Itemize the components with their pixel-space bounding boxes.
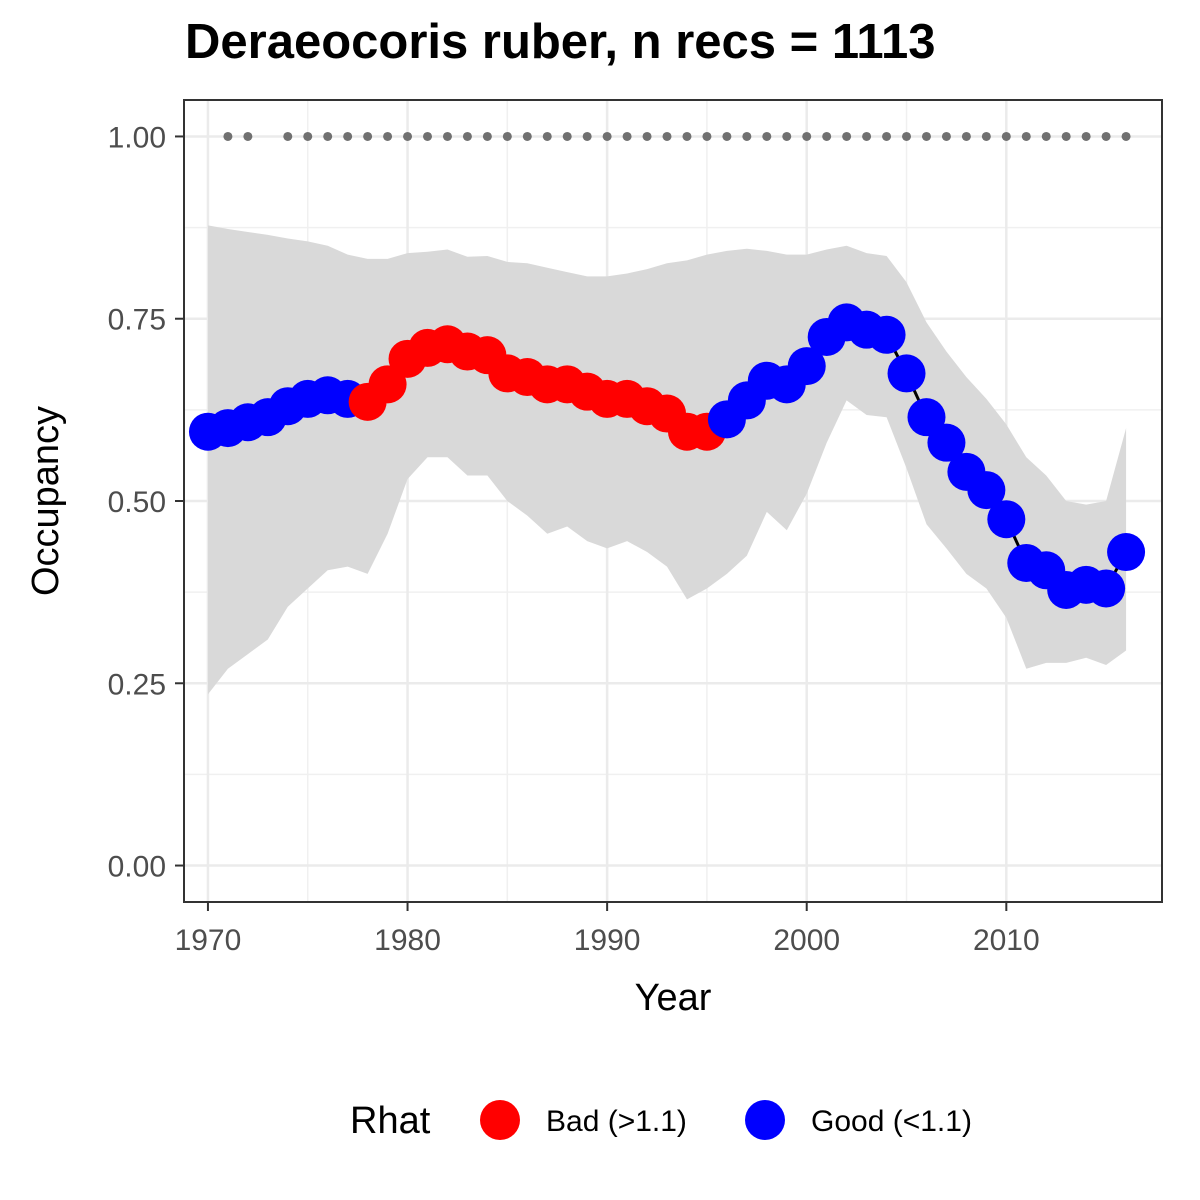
chart-plot: 1970 1980 1990 2000 2010 0.00 0.25 0.50 0.75 1.00… bbox=[25, 99, 1163, 1019]
record-dot bbox=[363, 131, 373, 141]
record-dot bbox=[383, 131, 393, 141]
record-dot bbox=[722, 131, 732, 141]
record-dot bbox=[622, 131, 632, 141]
chart-title: Deraeocoris ruber, n recs = 1113 bbox=[185, 15, 936, 69]
point-good-rhat bbox=[887, 354, 926, 393]
y-tick-label: 0.75 bbox=[108, 304, 166, 337]
legend-key-bad bbox=[480, 1100, 520, 1140]
record-dot bbox=[762, 131, 772, 141]
record-dot bbox=[782, 131, 792, 141]
record-dot bbox=[1061, 131, 1071, 141]
record-dot bbox=[283, 131, 293, 141]
record-dot bbox=[243, 131, 253, 141]
axes: 1970 1980 1990 2000 2010 0.00 0.25 0.50 0.75 1.00 bbox=[108, 121, 1040, 957]
point-good-rhat bbox=[967, 471, 1006, 510]
x-tick-label: 1980 bbox=[374, 924, 441, 957]
record-dot bbox=[842, 131, 852, 141]
legend-label-good: Good (<1.1) bbox=[811, 1105, 972, 1138]
y-tick-label: 0.50 bbox=[108, 486, 166, 519]
y-axis-title: Occupancy bbox=[25, 406, 67, 596]
record-dot bbox=[542, 131, 552, 141]
point-bad-rhat bbox=[368, 365, 407, 404]
record-dot bbox=[1021, 131, 1031, 141]
legend-label-bad: Bad (>1.1) bbox=[546, 1105, 687, 1138]
point-good-rhat bbox=[1107, 533, 1146, 572]
point-good-rhat bbox=[987, 500, 1026, 539]
record-dot bbox=[602, 131, 612, 141]
record-dot bbox=[462, 131, 472, 141]
record-dot bbox=[343, 131, 353, 141]
record-dot bbox=[403, 131, 413, 141]
x-axis-title: Year bbox=[635, 977, 712, 1019]
record-dot bbox=[941, 131, 951, 141]
point-good-rhat bbox=[787, 347, 826, 386]
record-dot bbox=[882, 131, 892, 141]
record-dot bbox=[961, 131, 971, 141]
record-dot bbox=[921, 131, 931, 141]
record-dot bbox=[582, 131, 592, 141]
record-dot bbox=[802, 131, 812, 141]
record-dot bbox=[502, 131, 512, 141]
record-year-dots bbox=[223, 131, 1131, 141]
x-tick-label: 2000 bbox=[773, 924, 840, 957]
y-tick-label: 0.25 bbox=[108, 668, 166, 701]
point-good-rhat bbox=[867, 315, 906, 354]
point-good-rhat bbox=[907, 398, 946, 437]
record-dot bbox=[981, 131, 991, 141]
record-dot bbox=[642, 131, 652, 141]
occupancy-points bbox=[188, 303, 1146, 609]
record-dot bbox=[223, 131, 233, 141]
legend-title: Rhat bbox=[350, 1100, 431, 1142]
record-dot bbox=[742, 131, 752, 141]
record-dot bbox=[682, 131, 692, 141]
record-dot bbox=[423, 131, 433, 141]
legend-key-good bbox=[745, 1100, 785, 1140]
record-dot bbox=[1081, 131, 1091, 141]
record-dot bbox=[862, 131, 872, 141]
point-good-rhat bbox=[927, 423, 966, 462]
record-dot bbox=[1121, 131, 1131, 141]
record-dot bbox=[1041, 131, 1051, 141]
record-dot bbox=[522, 131, 532, 141]
point-good-rhat bbox=[1087, 569, 1126, 608]
record-dot bbox=[902, 131, 912, 141]
record-dot bbox=[323, 131, 333, 141]
record-dot bbox=[1101, 131, 1111, 141]
record-dot bbox=[562, 131, 572, 141]
x-tick-label: 1970 bbox=[175, 924, 242, 957]
confidence-ribbon-layer bbox=[208, 225, 1127, 695]
record-dot bbox=[482, 131, 492, 141]
record-dot bbox=[442, 131, 452, 141]
x-tick-label: 1990 bbox=[574, 924, 641, 957]
record-dot bbox=[1001, 131, 1011, 141]
confidence-ribbon bbox=[208, 225, 1127, 695]
y-tick-label: 1.00 bbox=[108, 121, 166, 154]
record-dot bbox=[303, 131, 313, 141]
record-dot bbox=[662, 131, 672, 141]
legend: Rhat Bad (>1.1) Good (<1.1) bbox=[0, 1088, 1200, 1158]
record-dot bbox=[702, 131, 712, 141]
record-dot bbox=[822, 131, 832, 141]
y-tick-label: 0.00 bbox=[108, 851, 166, 884]
x-tick-label: 2010 bbox=[973, 924, 1040, 957]
